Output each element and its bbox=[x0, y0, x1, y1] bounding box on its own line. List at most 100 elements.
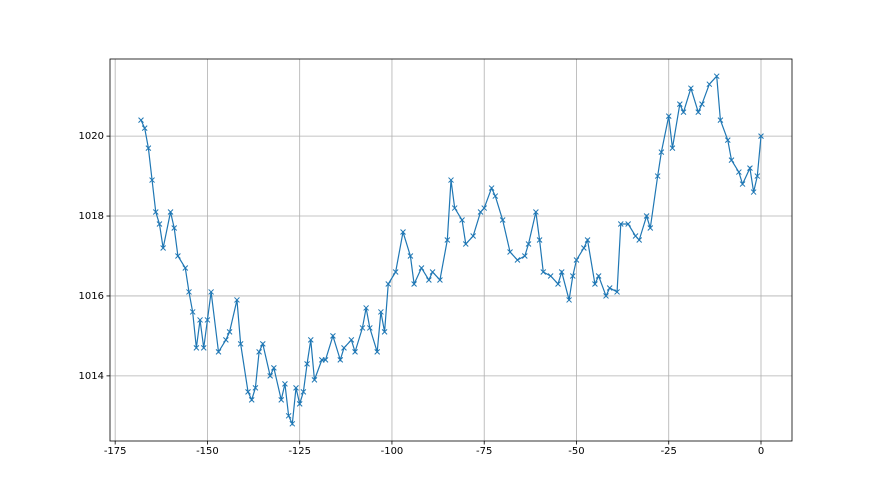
marker bbox=[603, 293, 609, 299]
marker bbox=[499, 217, 506, 223]
marker bbox=[167, 209, 174, 215]
marker bbox=[418, 265, 425, 271]
marker bbox=[688, 85, 694, 92]
marker bbox=[448, 177, 454, 183]
marker bbox=[366, 325, 373, 331]
marker bbox=[322, 357, 329, 363]
marker bbox=[492, 193, 499, 199]
marker bbox=[488, 185, 495, 191]
marker bbox=[289, 420, 296, 427]
marker bbox=[256, 349, 262, 355]
x-tick-label: -125 bbox=[288, 446, 311, 457]
marker bbox=[758, 133, 764, 139]
marker bbox=[713, 73, 720, 80]
marker bbox=[584, 237, 591, 243]
marker bbox=[573, 257, 580, 263]
marker bbox=[444, 237, 451, 243]
marker bbox=[724, 137, 731, 143]
x-tick-label: -75 bbox=[476, 446, 492, 457]
marker bbox=[197, 317, 203, 323]
y-tick-label: 1014 bbox=[79, 371, 104, 382]
x-tick-label: -25 bbox=[661, 446, 677, 457]
marker bbox=[204, 317, 211, 323]
marker bbox=[149, 177, 155, 183]
marker bbox=[695, 109, 702, 115]
marker bbox=[259, 341, 266, 347]
marker bbox=[592, 281, 598, 287]
marker bbox=[226, 329, 233, 335]
marker bbox=[459, 217, 465, 223]
marker bbox=[426, 277, 432, 283]
marker bbox=[145, 145, 152, 151]
marker bbox=[407, 253, 414, 259]
marker bbox=[462, 241, 469, 247]
marker bbox=[437, 277, 443, 283]
marker bbox=[352, 349, 358, 355]
marker bbox=[706, 81, 713, 88]
y-tick-label: 1018 bbox=[79, 211, 104, 222]
marker bbox=[186, 289, 192, 295]
marker bbox=[152, 209, 159, 215]
marker bbox=[160, 245, 166, 251]
x-tick-label: -175 bbox=[104, 446, 127, 457]
marker bbox=[680, 109, 687, 115]
marker bbox=[643, 213, 650, 219]
marker bbox=[175, 253, 181, 259]
marker bbox=[547, 273, 554, 279]
marker bbox=[728, 157, 735, 163]
marker bbox=[739, 181, 746, 187]
marker bbox=[374, 349, 381, 355]
marker bbox=[215, 349, 222, 355]
marker bbox=[378, 309, 384, 315]
marker bbox=[676, 101, 683, 108]
marker bbox=[330, 333, 336, 339]
marker bbox=[754, 173, 761, 179]
marker bbox=[451, 205, 458, 211]
marker bbox=[348, 337, 355, 343]
marker bbox=[614, 289, 620, 295]
marker bbox=[669, 145, 676, 151]
marker bbox=[208, 289, 214, 295]
marker bbox=[429, 269, 436, 275]
marker bbox=[555, 281, 561, 287]
marker bbox=[363, 305, 369, 311]
marker bbox=[337, 357, 344, 363]
marker bbox=[647, 225, 654, 231]
marker bbox=[699, 101, 705, 108]
marker bbox=[521, 253, 528, 259]
marker bbox=[182, 265, 189, 271]
marker bbox=[481, 205, 488, 211]
marker bbox=[223, 337, 229, 343]
marker bbox=[193, 345, 200, 351]
y-tick-label: 1016 bbox=[79, 291, 104, 302]
marker bbox=[566, 297, 572, 303]
marker bbox=[234, 297, 240, 303]
marker bbox=[617, 221, 624, 227]
marker bbox=[595, 273, 602, 279]
marker bbox=[248, 396, 255, 403]
marker bbox=[400, 229, 406, 235]
marker bbox=[625, 221, 631, 227]
marker bbox=[654, 173, 661, 179]
x-tick-label: -50 bbox=[568, 446, 584, 457]
marker bbox=[296, 400, 303, 407]
marker bbox=[750, 189, 757, 195]
marker bbox=[569, 273, 576, 279]
y-tick-label: 1020 bbox=[79, 131, 104, 142]
marker bbox=[300, 388, 307, 395]
marker bbox=[747, 165, 753, 171]
marker bbox=[267, 373, 274, 379]
marker bbox=[141, 125, 148, 131]
marker bbox=[341, 345, 347, 351]
marker bbox=[658, 149, 665, 155]
marker bbox=[138, 117, 144, 123]
marker bbox=[252, 385, 259, 391]
line bbox=[140, 74, 762, 427]
marker bbox=[470, 233, 476, 239]
marker bbox=[665, 113, 672, 119]
plot-frame bbox=[109, 58, 793, 442]
marker bbox=[507, 249, 513, 255]
marker bbox=[636, 237, 643, 243]
marker bbox=[533, 209, 539, 215]
